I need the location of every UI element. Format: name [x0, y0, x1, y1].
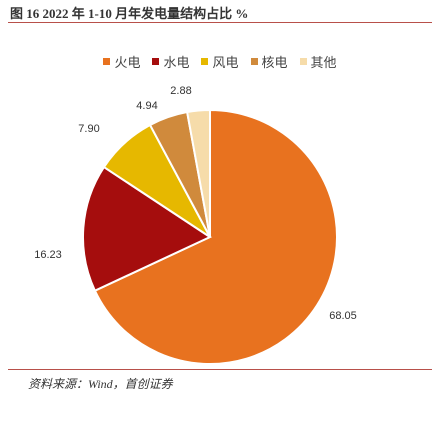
pie-slice	[93, 108, 338, 365]
chart-legend: 火电 水电 风电 核电 其他	[0, 52, 440, 71]
legend-label: 水电	[163, 55, 190, 70]
legend-swatch	[250, 58, 258, 65]
legend-swatch	[201, 58, 209, 65]
legend-item: 核电	[250, 52, 288, 71]
legend-label: 风电	[212, 55, 239, 70]
legend-item: 水电	[152, 52, 189, 71]
footer-divider	[8, 369, 432, 370]
legend-label: 核电	[261, 55, 288, 70]
legend-item: 火电	[103, 52, 140, 71]
legend-item: 其他	[299, 52, 337, 71]
pie-slice	[185, 108, 211, 238]
source-note: 资料来源：Wind，首创证券	[28, 377, 173, 391]
data-label: 16.23	[34, 249, 62, 261]
legend-swatch	[152, 58, 160, 65]
pie-slice	[82, 165, 213, 293]
legend-item: 风电	[201, 52, 239, 71]
data-label: 7.90	[78, 123, 99, 135]
legend-label: 其他	[310, 55, 337, 70]
legend-swatch	[299, 58, 307, 65]
data-label: 68.05	[329, 310, 357, 322]
legend-swatch	[103, 58, 111, 65]
legend-label: 火电	[114, 55, 141, 70]
title-divider	[8, 22, 432, 23]
data-label: 2.88	[170, 85, 191, 97]
figure-title: 图 16 2022 年 1-10 月年发电量结构占比 %	[10, 6, 249, 21]
data-label: 4.94	[136, 100, 157, 112]
